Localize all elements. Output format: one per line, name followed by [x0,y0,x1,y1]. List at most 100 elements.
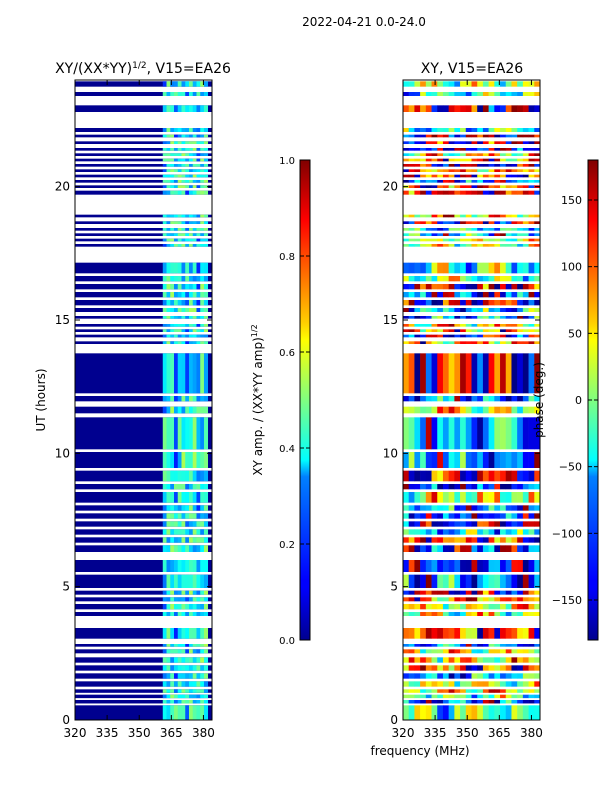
phase-x-axis: 320 335 350 365 380 [392,80,543,740]
phase-cell [534,612,540,616]
amplitude-cell [166,185,171,188]
phase-cell [403,128,410,132]
amplitude-cell [162,300,167,306]
amplitude-cell [185,262,190,274]
phase-cell [408,180,415,183]
amplitude-data-row [75,665,212,671]
amplitude-cell [170,470,175,482]
phase-cell [500,574,507,588]
phase-cell [465,233,472,236]
amplitude-cell [188,158,194,162]
amplitude-data-row [75,470,212,482]
phase-cell [431,705,438,720]
phase-cell [528,228,535,231]
phase-cell [465,657,472,663]
amplitude-cell [181,262,186,274]
phase-cell [465,612,472,616]
phase-cell [511,334,518,338]
phase-cell [408,597,415,602]
phase-cell [448,214,455,218]
phase-cell [477,484,484,490]
amplitude-cell [203,529,209,535]
phase-cell [505,705,512,720]
amplitude-cell [192,308,197,312]
phase-cell [482,417,489,450]
amplitude-cell [170,92,175,96]
phase-cell [420,228,427,231]
amplitude-cell [174,604,179,610]
phase-cell [408,148,415,151]
amplitude-cell [192,324,197,327]
amplitude-cell [174,262,179,274]
phase-cell [465,169,472,172]
phase-cell [511,673,518,679]
phase-cell [448,560,455,572]
phase-cell [448,628,455,639]
phase-cell [505,324,512,327]
phase-cell [425,329,432,332]
phase-cell [420,492,427,503]
phase-cell [477,174,484,178]
phase-cell [460,649,467,654]
phase-cell [482,341,489,344]
phase-cell [437,628,444,639]
phase-cell [460,174,467,178]
phase-cell [505,214,512,218]
amplitude-colorbar-label: XY amp. / (XX*YY amp)1/2 [250,324,265,475]
phase-cell [403,158,410,162]
phase-cell [511,452,518,468]
phase-cell [420,694,427,699]
phase-cell [471,238,478,242]
amplitude-cell [203,484,209,490]
amplitude-cell [200,324,205,327]
phase-cell [477,228,484,231]
phase-cell [505,141,512,144]
phase-cell [528,238,535,242]
colorbar-tick-label: −150 [552,594,582,607]
phase-cell [403,329,410,332]
amplitude-cell [188,334,194,338]
phase-cell [448,308,455,312]
phase-cell [500,81,507,87]
phase-cell [448,529,455,535]
phase-cell [534,529,540,535]
amplitude-cell [174,92,179,96]
phase-cell [454,612,461,616]
phase-cell [528,470,535,482]
phase-cell [511,513,518,519]
amplitude-cell [177,284,182,290]
phase-cell [460,452,467,468]
phase-cell [420,180,427,183]
phase-cell [460,560,467,572]
phase-cell [528,665,535,671]
amplitude-cell [196,300,201,306]
phase-cell [460,180,467,183]
amplitude-cell [162,185,167,188]
phase-cell [528,174,535,178]
phase-cell [528,180,535,183]
phase-cell [517,158,524,162]
amplitude-cell [162,513,167,519]
amplitude-colorbar-ticks: 0.00.20.40.60.81.0 [279,156,310,647]
amplitude-cell [177,153,182,156]
phase-cell [494,180,501,183]
amplitude-cell [192,665,197,671]
amplitude-data-row [75,190,212,195]
amplitude-cell [170,158,175,162]
phase-cell [477,221,484,224]
phase-cell [522,537,529,543]
amplitude-cell [185,537,190,543]
phase-cell [494,185,501,188]
phase-cell [471,492,478,503]
amplitude-cell [200,353,205,394]
phase-cell [408,417,415,450]
phase-cell [425,574,432,588]
phase-cell [437,141,444,144]
amplitude-cell [181,694,186,699]
phase-cell [477,190,484,195]
phase-cell [403,545,410,552]
amplitude-cell [166,417,171,450]
phase-cell [437,612,444,616]
amplitude-cell [162,406,167,414]
amplitude-cell [185,233,190,236]
